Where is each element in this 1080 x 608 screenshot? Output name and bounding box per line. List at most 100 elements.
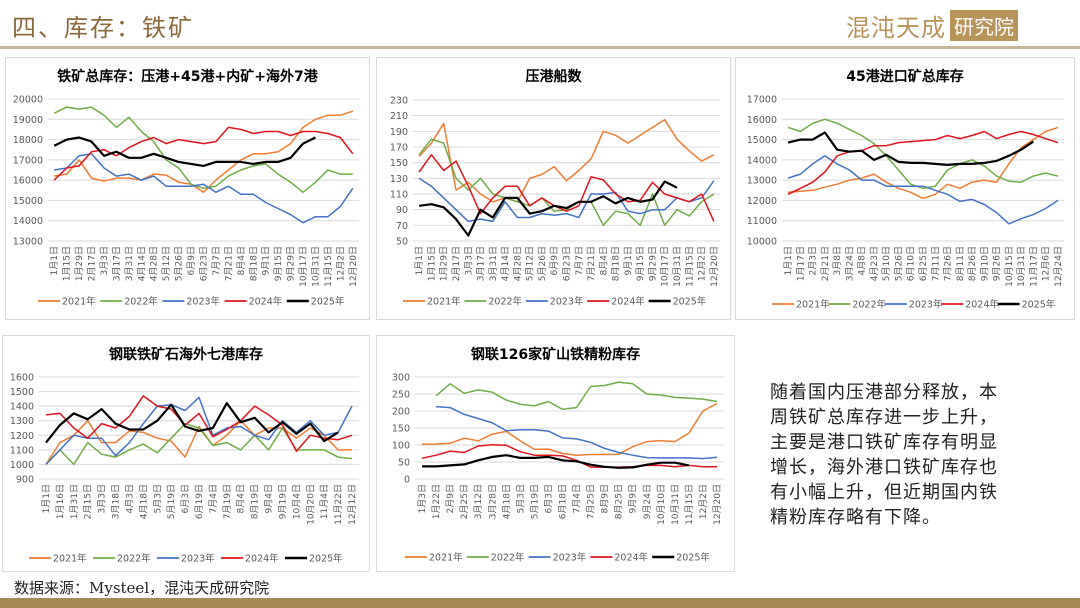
commentary-line: 精粉库存略有下降。 [770, 507, 941, 528]
chart-svg: 900 1000 1100 1200 1300 1400 1500 1600 1月1日 1月16日… [10, 373, 359, 565]
y-tick-label: 1400 [10, 402, 34, 413]
chart-title: 45港进口矿总库存 [846, 69, 964, 85]
chart-svg: 13000 14000 15000 16000 17000 18000 19000 20000… [13, 95, 359, 308]
chart-svg: 0 50 100 150 200 250 300 1月3日 1月22日 2月9日 2月25日 3月12… [392, 373, 724, 564]
series-line-2021 [54, 110, 354, 194]
series-line-2024 [421, 443, 717, 468]
chart-title: 压港船数 [525, 69, 582, 85]
x-tick-label: 5月19日 [529, 484, 540, 519]
x-tick-label: 10月10日 [656, 484, 667, 525]
y-tick-label: 1000 [10, 460, 34, 471]
x-tick-label: 6月19日 [194, 484, 205, 519]
x-tick-label: 8月4日 [598, 246, 609, 275]
x-tick-label: 6月18日 [557, 484, 568, 519]
x-tick-label: 1月16日 [55, 484, 66, 519]
x-tick-label: 8月18日 [611, 246, 622, 281]
x-tick-label: 11月15日 [684, 246, 695, 287]
x-tick-label: 8月26日 [967, 246, 978, 281]
x-tick-label: 8月4日 [236, 246, 247, 275]
y-tick-label: 230 [390, 96, 408, 107]
x-tick-label: 7月11日 [930, 246, 941, 281]
footer-bar [0, 598, 1080, 608]
x-tick-label: 9月29日 [286, 246, 297, 281]
legend-label: 2024年 [965, 299, 999, 311]
y-tick-label: 1600 [10, 373, 34, 384]
logo: 混沌天成 研究院 [846, 9, 1018, 42]
legend-label: 2023年 [909, 299, 943, 311]
chart-svg: 50 70 90 110 130 150 170 190 210 230 1月1日 1月15日 1月29… [390, 96, 720, 308]
chart-overseas-7-ports: 钢联铁矿石海外七港库存 900 1000 1100 1200 1300 1400 1500 16… [2, 335, 370, 572]
legend-label: 2025年 [1022, 299, 1056, 311]
legend-label: 2021年 [62, 296, 96, 308]
x-tick-label: 2月17日 [451, 246, 462, 281]
x-tick-label: 5月12日 [161, 246, 172, 281]
x-tick-label: 12月24日 [1053, 246, 1064, 287]
series-line-2025 [45, 402, 339, 444]
x-tick-label: 3月3日 [463, 246, 474, 275]
x-tick-label: 7月7日 [211, 246, 222, 275]
y-tick-label: 1300 [10, 416, 34, 427]
legend-label: 2025年 [676, 552, 710, 564]
chart-total-inventory: 铁矿总库存：压港+45港+内矿+海外7港 13000 14000 15000 16000… [5, 57, 370, 320]
x-tick-label: 8月18日 [248, 246, 259, 281]
x-tick-label: 1月29日 [439, 246, 450, 281]
x-tick-label: 7月25日 [586, 484, 597, 519]
legend-label: 2024年 [249, 296, 283, 308]
x-tick-label: 9月1日 [623, 246, 634, 275]
x-tick-label: 3月18日 [111, 484, 122, 519]
x-tick-label: 12月2日 [698, 484, 709, 519]
x-tick-label: 6月23日 [199, 246, 210, 281]
x-tick-label: 11月17日 [1028, 246, 1039, 287]
y-tick-label: 150 [392, 424, 410, 435]
y-tick-label: 16000 [747, 115, 777, 126]
legend-label: 2025年 [311, 296, 345, 308]
x-tick-label: 6月25日 [918, 246, 929, 281]
y-tick-label: 13000 [13, 237, 43, 248]
x-tick-label: 1月22日 [431, 484, 442, 519]
y-tick-label: 130 [390, 174, 408, 185]
x-tick-label: 7月26日 [943, 246, 954, 281]
x-tick-label: 5月3日 [515, 484, 526, 513]
y-tick-label: 70 [396, 221, 408, 232]
series-line-2021 [788, 126, 1059, 200]
x-tick-label: 10月17日 [660, 246, 671, 287]
commentary-line: 增长，海外港口铁矿库存也 [770, 457, 998, 478]
x-tick-label: 8月4日 [236, 484, 247, 513]
y-tick-label: 15000 [747, 135, 777, 146]
y-tick-label: 190 [390, 127, 408, 138]
x-tick-label: 3月17日 [476, 246, 487, 281]
x-tick-label: 4月14日 [136, 246, 147, 281]
x-tick-label: 12月2日 [335, 246, 346, 281]
legend-label: 2021年 [427, 296, 461, 308]
legend-label: 2022年 [117, 553, 151, 565]
legend-label: 2022年 [852, 299, 886, 311]
x-tick-label: 9月9日 [628, 484, 639, 513]
x-tick-label: 11月15日 [323, 246, 334, 287]
y-tick-label: 210 [390, 111, 408, 122]
commentary-line: 有小幅上升，但近期国内铁 [770, 482, 998, 503]
x-tick-label: 9月10日 [979, 246, 990, 281]
x-tick-label: 4月3日 [124, 484, 135, 513]
x-tick-label: 3月31日 [124, 246, 135, 281]
legend-label: 2022年 [488, 296, 522, 308]
series-line-2022 [435, 381, 718, 411]
x-tick-label: 1月3日 [417, 484, 428, 513]
x-tick-label: 4月28日 [512, 246, 523, 281]
chart-title: 钢联铁矿石海外七港库存 [109, 347, 263, 363]
y-tick-label: 0 [404, 475, 410, 486]
series-line-2021 [421, 402, 718, 456]
x-tick-label: 12月6日 [1041, 246, 1052, 281]
legend-label: 2023年 [553, 552, 587, 564]
x-tick-label: 9月29日 [647, 246, 658, 281]
x-tick-label: 5月26日 [537, 246, 548, 281]
x-tick-label: 1月31日 [69, 484, 80, 519]
x-tick-label: 7月4日 [572, 484, 583, 513]
x-tick-label: 9月26日 [992, 246, 1003, 281]
x-tick-label: 5月10日 [881, 246, 892, 281]
y-tick-label: 18000 [13, 135, 43, 146]
x-tick-label: 4月18日 [501, 484, 512, 519]
series-line-2025 [422, 454, 690, 469]
header-divider [0, 46, 1080, 49]
y-tick-label: 12000 [747, 196, 777, 207]
x-tick-label: 5月3日 [152, 484, 163, 513]
